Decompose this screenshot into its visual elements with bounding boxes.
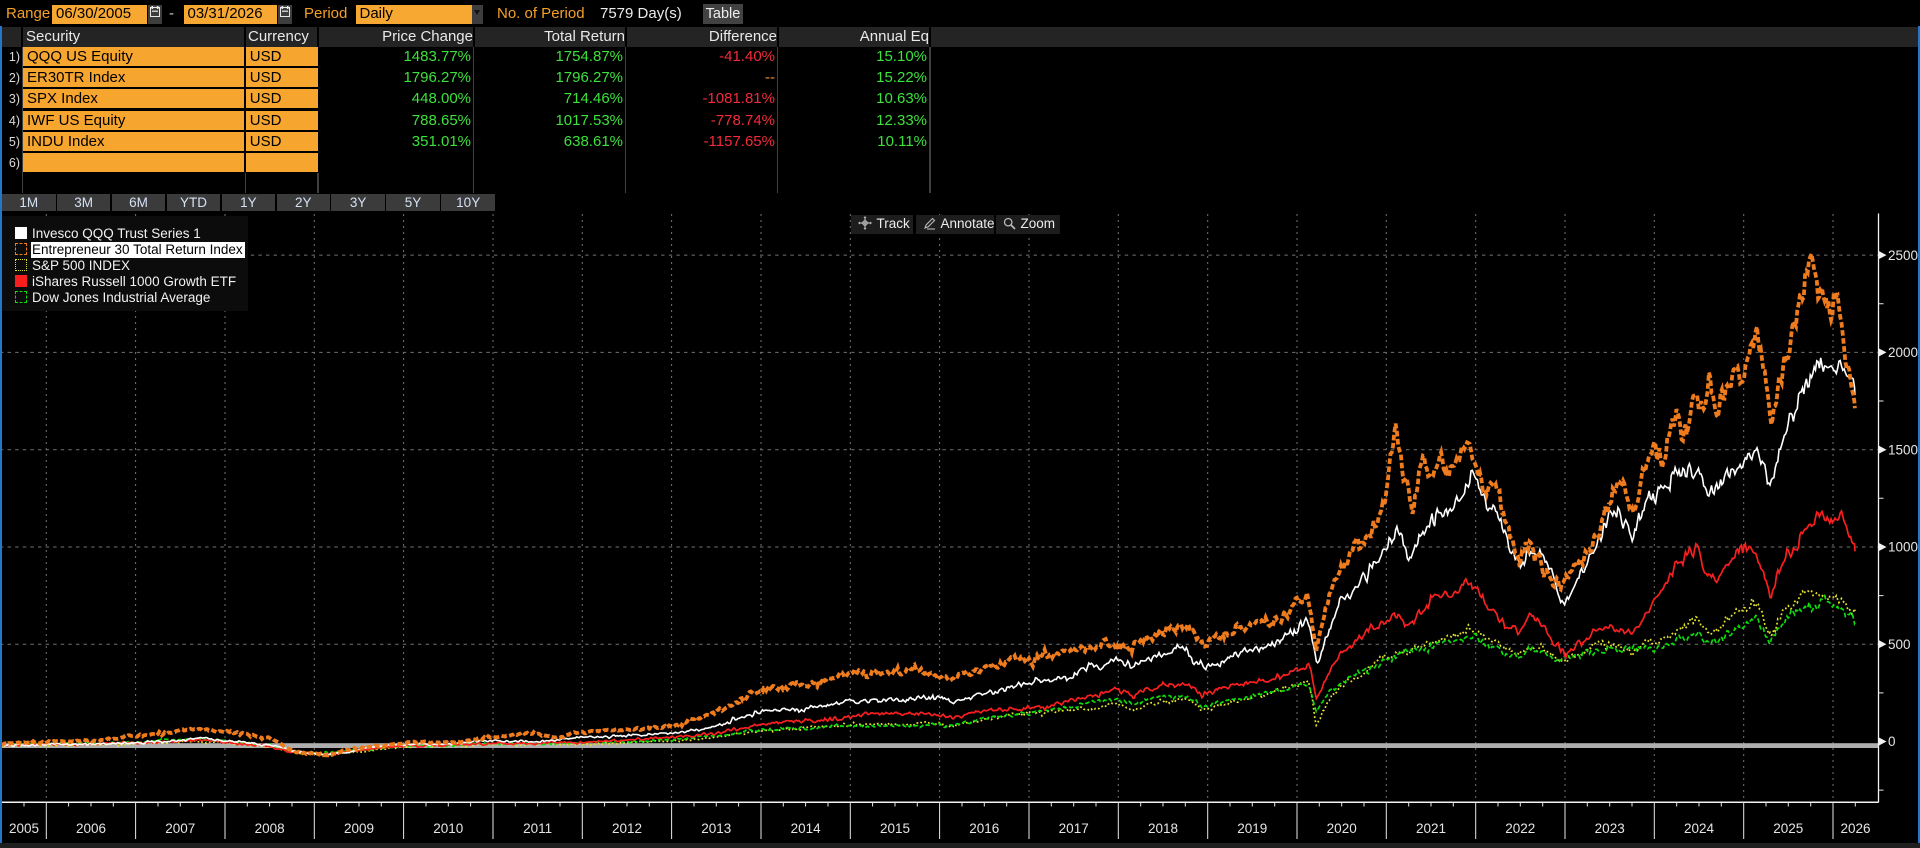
svg-text:2000: 2000 bbox=[1888, 345, 1918, 360]
svg-text:2010: 2010 bbox=[433, 821, 463, 836]
svg-text:2007: 2007 bbox=[165, 821, 195, 836]
svg-text:2017: 2017 bbox=[1059, 821, 1089, 836]
svg-text:2025: 2025 bbox=[1773, 821, 1803, 836]
svg-text:2009: 2009 bbox=[344, 821, 374, 836]
svg-text:2023: 2023 bbox=[1595, 821, 1625, 836]
svg-text:2006: 2006 bbox=[76, 821, 106, 836]
svg-text:0: 0 bbox=[1888, 734, 1896, 749]
svg-text:2013: 2013 bbox=[701, 821, 731, 836]
svg-text:2020: 2020 bbox=[1327, 821, 1357, 836]
svg-text:2008: 2008 bbox=[255, 821, 285, 836]
svg-text:2011: 2011 bbox=[523, 821, 552, 836]
svg-text:500: 500 bbox=[1888, 637, 1911, 652]
svg-text:2021: 2021 bbox=[1416, 821, 1446, 836]
svg-text:2015: 2015 bbox=[880, 821, 910, 836]
svg-text:2018: 2018 bbox=[1148, 821, 1178, 836]
svg-text:2016: 2016 bbox=[969, 821, 999, 836]
svg-text:2019: 2019 bbox=[1237, 821, 1267, 836]
svg-text:1000: 1000 bbox=[1888, 540, 1918, 555]
svg-text:2500: 2500 bbox=[1888, 248, 1918, 263]
svg-text:2024: 2024 bbox=[1684, 821, 1715, 836]
svg-text:2014: 2014 bbox=[791, 821, 822, 836]
svg-text:2012: 2012 bbox=[612, 821, 642, 836]
svg-text:1500: 1500 bbox=[1888, 442, 1918, 457]
svg-text:2022: 2022 bbox=[1505, 821, 1535, 836]
svg-text:2005: 2005 bbox=[9, 821, 39, 836]
svg-text:2026: 2026 bbox=[1840, 821, 1870, 836]
